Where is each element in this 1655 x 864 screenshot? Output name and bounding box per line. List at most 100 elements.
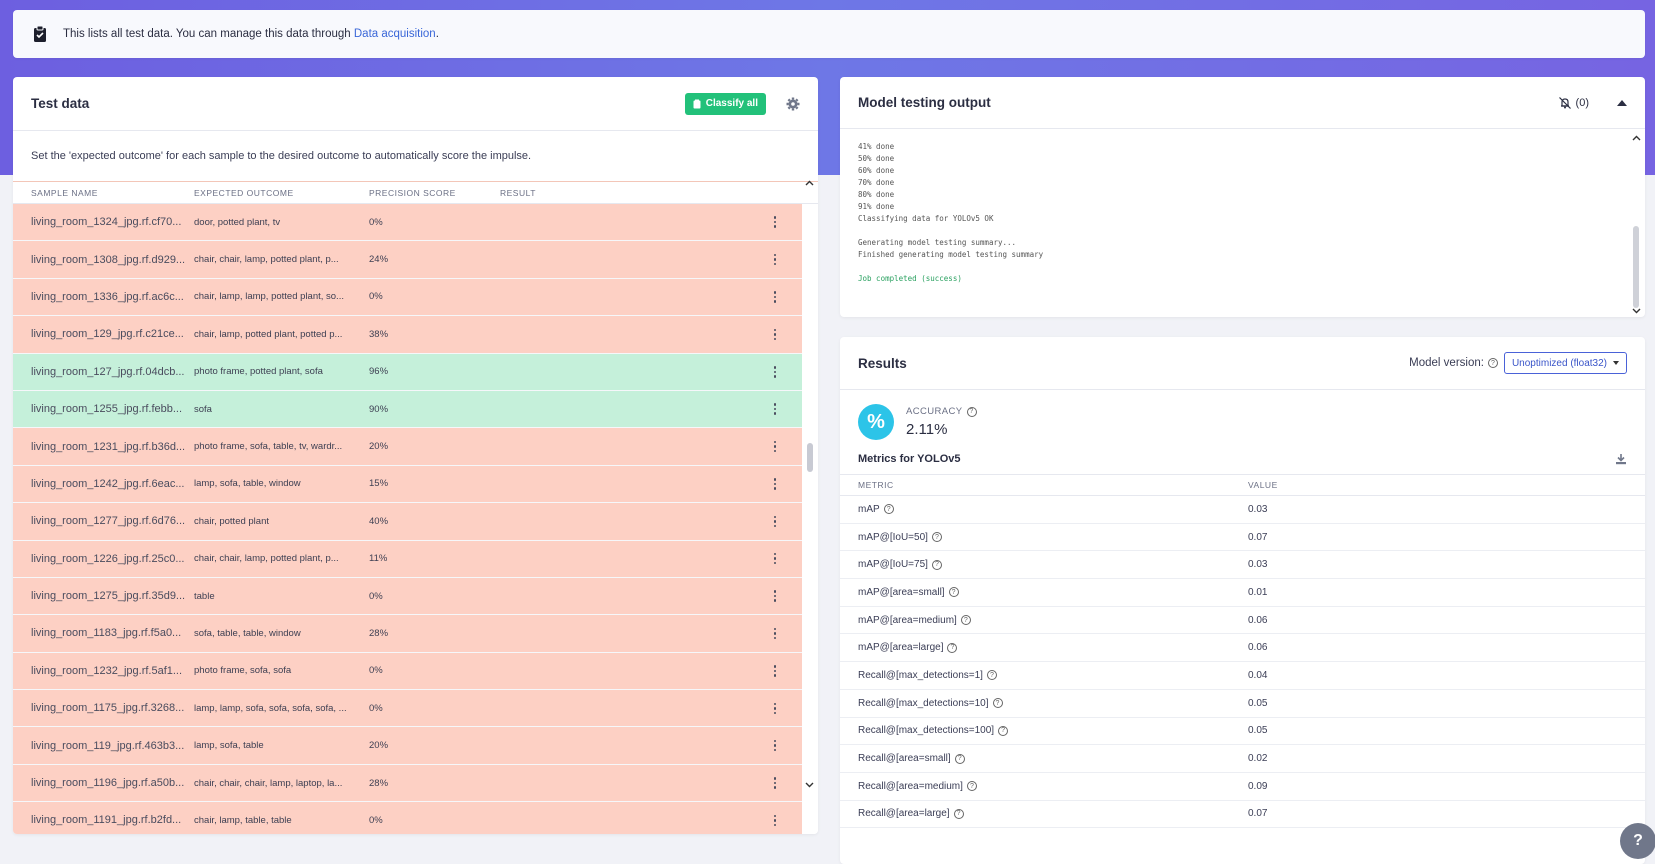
more-options-icon[interactable] xyxy=(770,477,780,491)
sample-name[interactable]: living_room_1242_jpg.rf.6eac... xyxy=(31,477,185,490)
table-row[interactable]: living_room_129_jpg.rf.c21ce... chair, la… xyxy=(13,316,802,354)
model-version-select[interactable]: Unoptimized (float32) xyxy=(1503,352,1627,374)
sample-name[interactable]: living_room_1255_jpg.rf.febb... xyxy=(31,403,183,416)
sample-name[interactable]: living_room_1324_jpg.rf.cf70... xyxy=(31,216,182,229)
table-row[interactable]: living_room_1175_jpg.rf.3268... lamp, lam… xyxy=(13,690,802,728)
sample-name[interactable]: living_room_1232_jpg.rf.5af1... xyxy=(31,664,183,677)
log-line: Finished generating model testing summar… xyxy=(858,250,1044,259)
log-scroll-up-icon[interactable] xyxy=(1632,133,1641,144)
question-icon[interactable]: ? xyxy=(1487,358,1498,368)
more-options-icon[interactable] xyxy=(770,327,780,341)
banner-text: This lists all test data. You can manage… xyxy=(63,28,439,40)
table-row[interactable]: living_room_1232_jpg.rf.5af1... photo fra… xyxy=(13,652,802,691)
table-row[interactable]: living_room_1231_jpg.rf.b36d... photo fra… xyxy=(13,428,802,466)
more-options-icon[interactable] xyxy=(770,402,780,416)
gear-icon[interactable] xyxy=(786,97,800,111)
table-row[interactable]: living_room_1183_jpg.rf.f5a0... sofa, tab… xyxy=(13,615,802,653)
more-options-icon[interactable] xyxy=(770,290,780,304)
question-icon[interactable]: ? xyxy=(960,615,971,626)
scroll-up-icon[interactable] xyxy=(805,178,814,189)
more-options-icon[interactable] xyxy=(770,253,780,267)
question-icon[interactable]: ? xyxy=(931,532,942,543)
sample-name[interactable]: living_room_1175_jpg.rf.3268... xyxy=(31,702,185,715)
sample-name[interactable]: living_room_1191_jpg.rf.b2fd... xyxy=(31,814,182,827)
more-options-icon[interactable] xyxy=(770,589,780,603)
bell-slash-icon xyxy=(1558,96,1571,109)
question-icon[interactable]: ? xyxy=(986,670,997,681)
table-row[interactable]: living_room_1277_jpg.rf.6d76... chair, po… xyxy=(13,503,802,541)
more-options-icon[interactable] xyxy=(770,215,780,229)
more-options-icon[interactable] xyxy=(770,552,780,566)
sample-name[interactable]: living_room_1183_jpg.rf.f5a0... xyxy=(31,627,182,640)
metric-name: Recall@[max_detections=100]? xyxy=(858,725,1248,736)
sample-name[interactable]: living_room_1275_jpg.rf.35d9... xyxy=(31,590,186,603)
metric-row: mAP@[area=medium]? 0.06 xyxy=(840,607,1645,635)
download-icon[interactable] xyxy=(1615,453,1627,465)
table-row[interactable]: living_room_1226_jpg.rf.25c0... chair, ch… xyxy=(13,540,802,578)
question-icon[interactable]: ? xyxy=(966,781,977,792)
expected-outcome: chair, lamp, potted plant, potted p... xyxy=(194,328,343,340)
sample-name[interactable]: living_room_1336_jpg.rf.ac6c... xyxy=(31,290,184,303)
sample-name[interactable]: living_room_127_jpg.rf.04dcb... xyxy=(31,365,185,378)
classify-all-button[interactable]: Classify all xyxy=(684,92,766,115)
sample-name[interactable]: living_room_1277_jpg.rf.6d76... xyxy=(31,515,186,528)
question-icon[interactable]: ? xyxy=(947,642,958,653)
table-row[interactable]: living_room_1308_jpg.rf.d929... chair, ch… xyxy=(13,241,802,279)
more-options-icon[interactable] xyxy=(770,626,780,640)
more-options-icon[interactable] xyxy=(770,776,780,790)
expected-outcome: chair, potted plant xyxy=(194,515,269,527)
log-scrollbar-thumb[interactable] xyxy=(1633,226,1639,308)
scrollbar-track[interactable] xyxy=(802,259,818,834)
sample-name[interactable]: living_room_1308_jpg.rf.d929... xyxy=(31,253,186,266)
more-options-icon[interactable] xyxy=(770,664,780,678)
sample-name[interactable]: living_room_1226_jpg.rf.25c0... xyxy=(31,552,185,565)
question-icon[interactable]: ? xyxy=(931,559,942,570)
question-icon[interactable]: ? xyxy=(998,725,1009,736)
sample-name[interactable]: living_room_1231_jpg.rf.b36d... xyxy=(31,440,186,453)
metric-value: 0.09 xyxy=(1248,780,1268,792)
help-button[interactable]: ? xyxy=(1620,823,1655,859)
caret-up-icon[interactable] xyxy=(1617,99,1627,106)
more-options-icon[interactable] xyxy=(770,514,780,528)
table-row[interactable]: living_room_1336_jpg.rf.ac6c... chair, la… xyxy=(13,278,802,317)
question-icon[interactable]: ? xyxy=(953,808,964,819)
expected-outcome: lamp, sofa, table xyxy=(194,740,264,752)
table-row[interactable]: living_room_1255_jpg.rf.febb... sofa 90% xyxy=(13,390,802,429)
data-acquisition-link[interactable]: Data acquisition xyxy=(353,28,436,40)
sample-name[interactable]: living_room_1196_jpg.rf.a50b... xyxy=(31,777,185,790)
question-icon[interactable]: ? xyxy=(883,504,894,515)
accuracy-block: % ACCURACY? 2.11% xyxy=(840,390,1645,446)
col-expected-outcome[interactable]: EXPECTED OUTCOME xyxy=(194,187,294,198)
metric-name: Recall@[max_detections=1]? xyxy=(858,670,1248,681)
col-result[interactable]: RESULT xyxy=(500,187,536,198)
metric-name: mAP@[area=small]? xyxy=(858,587,1248,598)
more-options-icon[interactable] xyxy=(770,739,780,753)
sample-name[interactable]: living_room_119_jpg.rf.463b3... xyxy=(31,739,185,752)
mute-notifications-button[interactable]: (0) xyxy=(1558,97,1589,109)
metric-row: mAP@[area=small]? 0.01 xyxy=(840,579,1645,607)
scrollbar-thumb[interactable] xyxy=(807,443,813,472)
expected-outcome: chair, chair, lamp, potted plant, p... xyxy=(194,254,339,266)
table-row[interactable]: living_room_1196_jpg.rf.a50b... chair, ch… xyxy=(13,764,802,803)
table-row[interactable]: living_room_1275_jpg.rf.35d9... table 0% xyxy=(13,577,802,616)
precision-score: 0% xyxy=(369,216,383,228)
question-icon[interactable]: ? xyxy=(966,406,977,417)
table-row[interactable]: living_room_1324_jpg.rf.cf70... door, pot… xyxy=(13,204,802,242)
table-row[interactable]: living_room_1242_jpg.rf.6eac... lamp, sof… xyxy=(13,465,802,504)
table-row[interactable]: living_room_1191_jpg.rf.b2fd... chair, la… xyxy=(13,802,802,834)
col-sample-name[interactable]: SAMPLE NAME xyxy=(31,187,98,198)
question-icon[interactable]: ? xyxy=(948,587,959,598)
more-options-icon[interactable] xyxy=(770,440,780,454)
more-options-icon[interactable] xyxy=(770,701,780,715)
metric-row: Recall@[area=medium]? 0.09 xyxy=(840,773,1645,801)
question-icon[interactable]: ? xyxy=(992,698,1003,709)
log-scroll-down-icon[interactable] xyxy=(1632,306,1641,317)
table-row[interactable]: living_room_119_jpg.rf.463b3... lamp, sof… xyxy=(13,727,802,765)
scroll-down-icon[interactable] xyxy=(805,780,814,791)
more-options-icon[interactable] xyxy=(770,813,780,827)
table-row[interactable]: living_room_127_jpg.rf.04dcb... photo fra… xyxy=(13,353,802,391)
col-precision-score[interactable]: PRECISION SCORE xyxy=(369,187,456,198)
question-icon[interactable]: ? xyxy=(954,753,965,764)
sample-name[interactable]: living_room_129_jpg.rf.c21ce... xyxy=(31,328,184,341)
more-options-icon[interactable] xyxy=(770,365,780,379)
